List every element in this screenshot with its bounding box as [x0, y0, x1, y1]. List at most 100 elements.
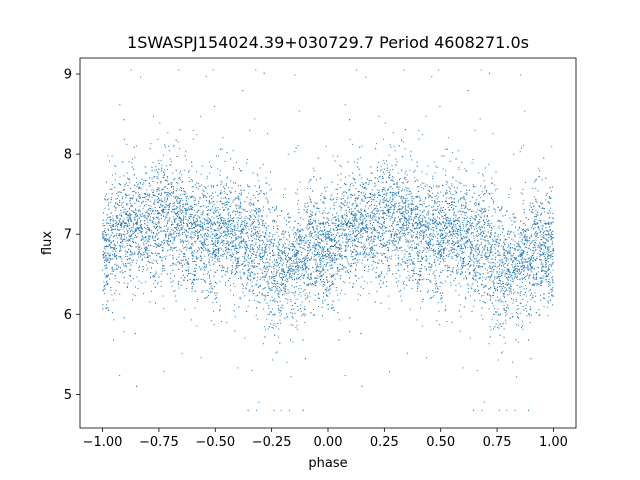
- data-point: [181, 260, 183, 262]
- data-point: [428, 243, 430, 245]
- data-point: [322, 231, 324, 233]
- data-point: [520, 240, 522, 242]
- data-point: [473, 255, 475, 257]
- data-point: [153, 213, 155, 215]
- data-point: [484, 245, 486, 247]
- data-point: [206, 223, 208, 225]
- data-point: [490, 329, 492, 331]
- data-point: [509, 293, 511, 295]
- data-point: [173, 221, 175, 223]
- data-point: [154, 170, 156, 172]
- data-point: [498, 324, 500, 326]
- data-point: [200, 242, 202, 244]
- data-point: [149, 195, 151, 197]
- data-point: [280, 250, 282, 252]
- data-point: [323, 197, 325, 199]
- data-point: [425, 206, 427, 208]
- data-point: [462, 259, 464, 261]
- data-point: [481, 254, 483, 256]
- data-point: [506, 313, 508, 315]
- data-point: [278, 304, 280, 306]
- data-point: [344, 293, 346, 295]
- data-point: [161, 260, 163, 262]
- data-point: [469, 257, 471, 259]
- data-point: [190, 246, 192, 248]
- data-point: [121, 260, 123, 262]
- data-point: [496, 319, 498, 321]
- data-point: [244, 257, 246, 259]
- data-point: [483, 180, 485, 182]
- data-point: [188, 257, 190, 259]
- data-point: [209, 287, 211, 289]
- data-point: [540, 263, 542, 265]
- data-point: [305, 241, 307, 243]
- data-point: [312, 252, 314, 254]
- data-point: [232, 201, 234, 203]
- data-point: [474, 129, 476, 131]
- data-point: [390, 233, 392, 235]
- data-point: [460, 260, 462, 262]
- data-point: [389, 265, 390, 267]
- data-point: [397, 258, 399, 260]
- data-point: [242, 285, 244, 287]
- data-point: [399, 221, 401, 223]
- data-point: [247, 235, 249, 237]
- data-point: [344, 229, 346, 231]
- data-point: [528, 240, 530, 242]
- data-point: [314, 299, 316, 301]
- data-point: [137, 288, 139, 290]
- data-point: [326, 243, 328, 245]
- data-point: [127, 232, 129, 234]
- data-point: [370, 248, 372, 250]
- data-point: [119, 199, 121, 201]
- data-point: [332, 222, 334, 224]
- data-point: [176, 188, 178, 190]
- data-point: [234, 285, 236, 287]
- data-point: [374, 238, 376, 240]
- data-point: [247, 265, 249, 267]
- data-point: [526, 310, 528, 312]
- data-point: [410, 212, 412, 214]
- data-point: [239, 204, 241, 206]
- data-point: [239, 296, 241, 298]
- data-point: [280, 322, 282, 324]
- data-point: [386, 241, 388, 243]
- data-point: [319, 261, 321, 263]
- data-point: [368, 182, 370, 184]
- data-point: [166, 204, 168, 206]
- data-point: [314, 202, 316, 204]
- data-point: [415, 206, 417, 208]
- data-point: [434, 260, 436, 262]
- data-point: [251, 291, 253, 293]
- data-point: [170, 191, 172, 193]
- data-point: [427, 189, 429, 191]
- data-point: [204, 255, 206, 257]
- data-point: [105, 259, 107, 261]
- data-point: [191, 232, 193, 234]
- data-point: [208, 274, 210, 276]
- data-point: [413, 262, 415, 264]
- data-point: [309, 232, 311, 234]
- data-point: [527, 269, 529, 271]
- data-point: [372, 193, 374, 195]
- data-point: [147, 209, 149, 211]
- data-point: [140, 76, 142, 78]
- data-point: [352, 231, 354, 233]
- data-point: [318, 245, 320, 247]
- data-point: [210, 185, 212, 187]
- data-point: [501, 352, 503, 354]
- data-point: [229, 233, 231, 235]
- data-point: [195, 240, 197, 242]
- data-point: [442, 168, 444, 170]
- data-point: [463, 225, 465, 227]
- data-point: [115, 223, 117, 225]
- data-point: [529, 308, 531, 310]
- data-point: [345, 242, 347, 244]
- data-point: [416, 283, 418, 285]
- data-point: [191, 222, 193, 224]
- data-point: [170, 194, 172, 196]
- data-point: [264, 232, 266, 234]
- data-point: [373, 216, 375, 218]
- data-point: [405, 205, 407, 207]
